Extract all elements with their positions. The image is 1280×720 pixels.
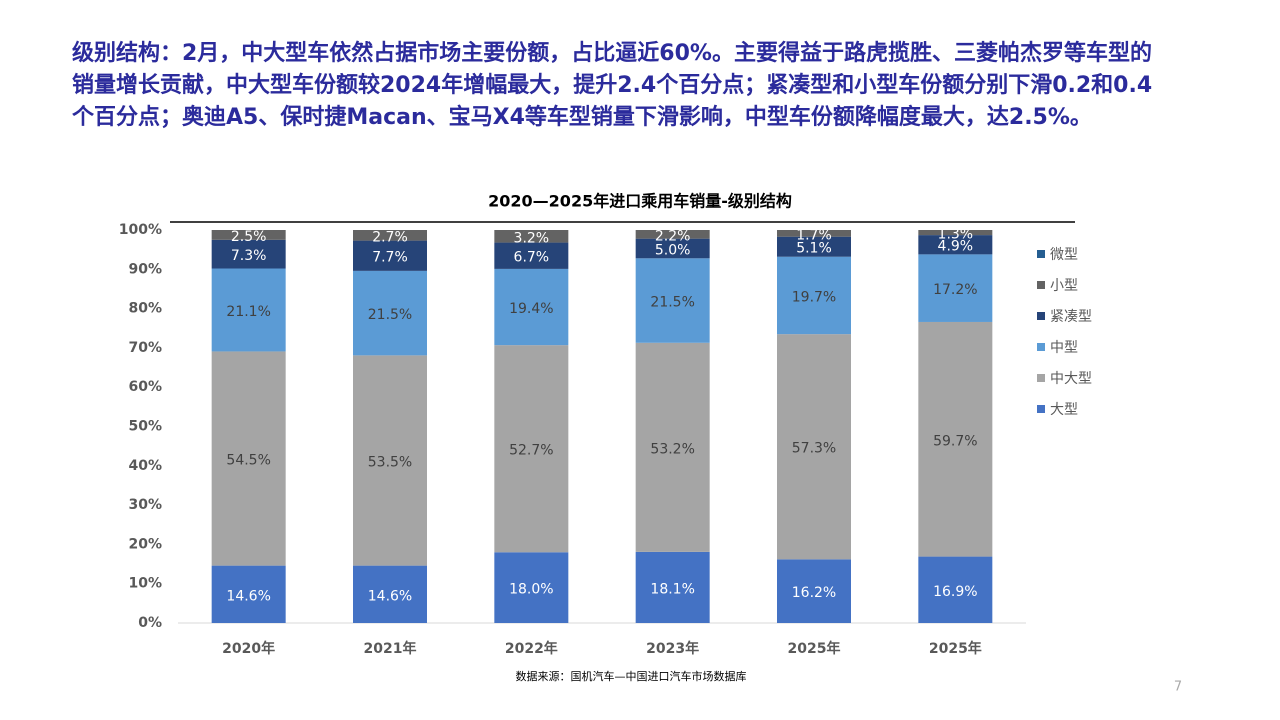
legend-swatch	[1037, 281, 1045, 289]
value-label: 3.2%	[514, 230, 550, 246]
y-tick-label: 80%	[128, 301, 162, 317]
value-label: 5.0%	[655, 242, 691, 258]
legend-label: 大型	[1050, 402, 1078, 418]
value-label: 18.0%	[509, 582, 553, 598]
bar-segment	[494, 242, 569, 269]
bar-segment	[494, 268, 569, 346]
y-tick-label: 10%	[128, 576, 162, 592]
bar-segment	[635, 238, 710, 259]
x-tick-label: 2025年	[788, 640, 841, 657]
value-label: 21.5%	[368, 307, 412, 323]
heading: 级别结构：2月，中大型车依然占据市场主要份额，占比逼近60%。主要得益于路虎揽胜…	[72, 41, 1153, 130]
value-label: 59.7%	[933, 433, 977, 449]
chart-title: 2020—2025年进口乘用车销量-级别结构	[488, 192, 792, 211]
legend-label: 小型	[1050, 278, 1078, 294]
bar-segment	[211, 351, 286, 566]
legend-swatch	[1037, 374, 1045, 382]
legend-swatch	[1037, 312, 1045, 320]
x-tick-label: 2025年	[929, 640, 982, 657]
value-label: 52.7%	[509, 443, 553, 459]
source-note: 数据来源：国机汽车—中国进口汽车市场数据库	[516, 669, 747, 683]
legend-label: 中大型	[1050, 371, 1092, 387]
x-tick-label: 2023年	[646, 640, 699, 657]
value-label: 7.3%	[231, 248, 267, 264]
x-tick-label: 2021年	[364, 640, 417, 657]
value-label: 14.6%	[368, 588, 412, 604]
value-label: 7.7%	[372, 250, 408, 266]
legend-swatch	[1037, 343, 1045, 351]
y-tick-label: 60%	[128, 379, 162, 395]
value-label: 19.4%	[509, 301, 553, 317]
y-tick-label: 70%	[128, 340, 162, 356]
bar-segment	[777, 256, 851, 335]
y-tick-label: 90%	[128, 261, 162, 277]
bar-segment	[635, 258, 710, 343]
legend-label: 微型	[1050, 247, 1078, 263]
y-tick-label: 50%	[128, 419, 162, 435]
legend-swatch	[1037, 250, 1045, 258]
bar-segment	[918, 230, 993, 236]
x-tick-label: 2020年	[222, 640, 275, 657]
bar-segment	[211, 230, 286, 240]
value-label: 1.3%	[938, 227, 974, 243]
legend-label: 紧凑型	[1050, 308, 1092, 325]
bar-segment	[353, 270, 427, 356]
value-label: 21.1%	[226, 304, 270, 320]
bar-segment	[918, 556, 993, 623]
bar-segment	[211, 268, 286, 352]
value-label: 18.1%	[650, 581, 694, 597]
bar-segment	[211, 565, 286, 623]
legend-swatch	[1037, 405, 1045, 413]
bar-segment	[918, 254, 993, 322]
bar-segment	[353, 565, 427, 623]
value-label: 57.3%	[792, 441, 836, 457]
bar-segment	[353, 230, 427, 241]
bar-segment	[777, 334, 851, 560]
value-label: 6.7%	[514, 250, 550, 266]
bar-segment	[494, 230, 569, 243]
bar-segment	[777, 230, 851, 237]
value-label: 16.9%	[933, 584, 977, 600]
y-tick-label: 100%	[119, 222, 162, 238]
value-label: 21.5%	[650, 295, 694, 311]
value-label: 19.7%	[792, 289, 836, 305]
value-label: 53.2%	[650, 441, 694, 457]
bar-segment	[494, 345, 569, 553]
bar-segment	[635, 551, 710, 623]
value-label: 4.9%	[938, 239, 974, 255]
y-tick-label: 40%	[128, 458, 162, 474]
x-tick-label: 2022年	[505, 640, 558, 657]
value-label: 5.1%	[796, 241, 832, 257]
bar-segment	[635, 230, 710, 239]
bar-segment	[635, 342, 710, 552]
legend-label: 中型	[1050, 340, 1078, 356]
y-tick-label: 20%	[128, 536, 162, 552]
bar-segment	[918, 235, 993, 255]
y-tick-label: 0%	[138, 615, 162, 631]
bar-segment	[353, 240, 427, 271]
value-label: 54.5%	[226, 453, 270, 469]
bar-segment	[777, 236, 851, 257]
value-label: 16.2%	[792, 585, 836, 601]
bar-segment	[211, 239, 286, 269]
value-label: 53.5%	[368, 454, 412, 470]
bar-segment	[777, 559, 851, 623]
value-label: 1.7%	[796, 227, 832, 243]
y-tick-label: 30%	[128, 497, 162, 513]
page-number: 7	[1174, 680, 1182, 695]
value-label: 2.5%	[231, 229, 267, 245]
bar-segment	[353, 355, 427, 566]
value-label: 2.7%	[372, 229, 408, 245]
value-label: 2.2%	[655, 228, 691, 244]
bar-segment	[494, 552, 569, 623]
value-label: 17.2%	[933, 282, 977, 298]
value-label: 14.6%	[226, 588, 270, 604]
bar-segment	[918, 321, 993, 557]
